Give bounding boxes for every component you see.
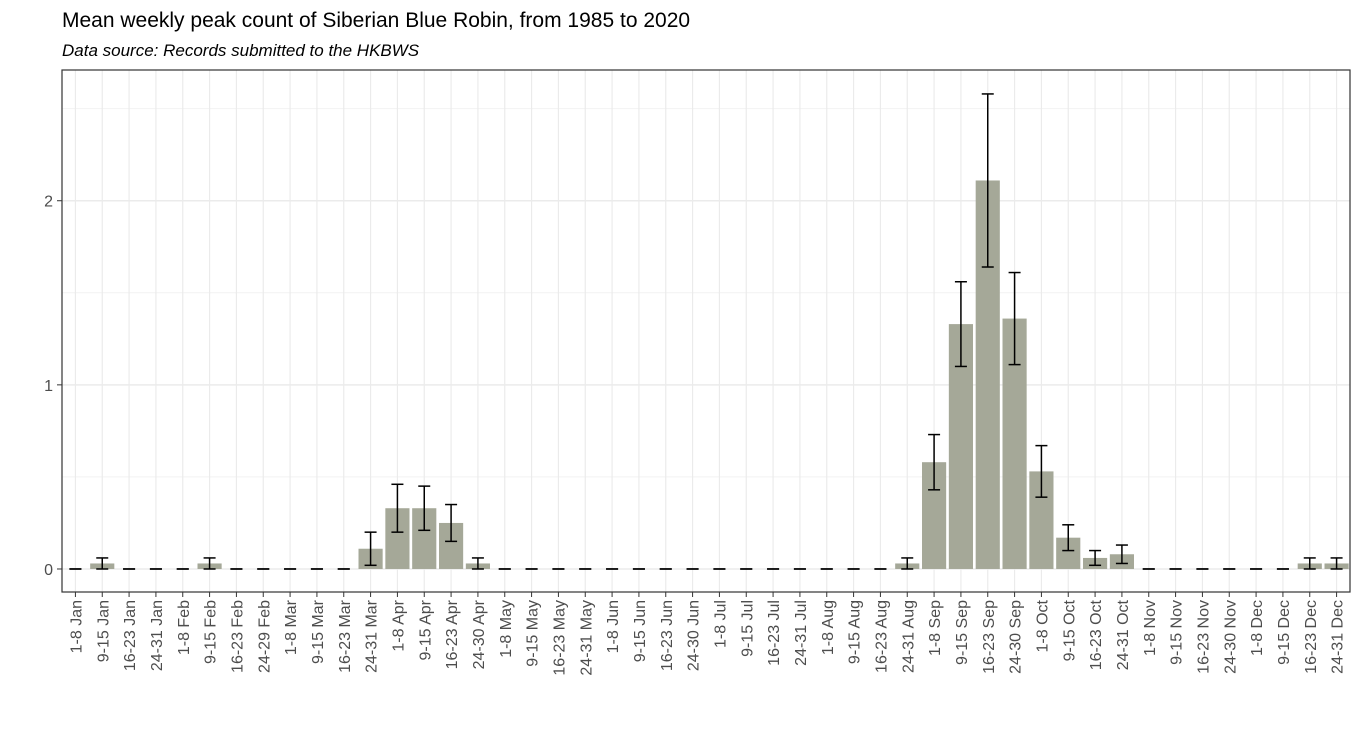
x-tick-label: 9-15 Jan xyxy=(95,600,112,662)
x-tick-label: 24-31 Oct xyxy=(1115,599,1132,670)
x-tick-label: 1-8 Jan xyxy=(68,600,85,653)
x-tick-label: 9-15 Nov xyxy=(1169,600,1186,665)
error-bar xyxy=(1330,557,1343,570)
error-bar xyxy=(445,503,458,543)
error-bar xyxy=(1008,271,1021,366)
error-bar xyxy=(928,433,941,491)
error-bar xyxy=(954,280,967,368)
x-tick-label: 9-15 Dec xyxy=(1276,600,1293,665)
x-tick-label: 16-23 Jun xyxy=(659,600,676,671)
x-tick-label: 16-23 Sep xyxy=(981,600,998,674)
x-tick-label: 16-23 Mar xyxy=(337,599,354,673)
x-tick-label: 24-30 Apr xyxy=(471,599,488,669)
x-tick-label: 16-23 Nov xyxy=(1195,600,1212,674)
x-tick-label: 9-15 Jun xyxy=(632,600,649,662)
error-bar xyxy=(1035,444,1048,498)
x-tick-label: 24-31 Jan xyxy=(149,600,166,671)
error-bar xyxy=(391,483,404,533)
x-tick-label: 16-23 Jul xyxy=(766,600,783,666)
error-bar xyxy=(981,93,994,268)
x-tick-label: 1-8 Apr xyxy=(390,599,407,651)
y-tick-label: 1 xyxy=(44,378,53,395)
x-tick-label: 9-15 Jul xyxy=(739,600,756,657)
x-tick-label: 9-15 Sep xyxy=(954,600,971,665)
x-tick-label: 1-8 Oct xyxy=(1034,599,1051,652)
x-tick-label: 16-23 Dec xyxy=(1303,600,1320,674)
x-tick-label: 16-23 Oct xyxy=(1088,599,1105,670)
error-bar xyxy=(471,557,484,570)
x-tick-label: 1-8 Aug xyxy=(820,600,837,655)
x-tick-label: 1-8 Jun xyxy=(605,600,622,653)
x-tick-label: 24-31 Mar xyxy=(364,599,381,673)
x-tick-label: 1-8 Feb xyxy=(176,600,193,655)
x-tick-label: 1-8 Jul xyxy=(712,600,729,648)
y-tick-label: 0 xyxy=(44,562,53,579)
x-tick-label: 24-31 Dec xyxy=(1330,600,1347,674)
x-tick-label: 1-8 Dec xyxy=(1249,600,1266,656)
x-tick-label: 16-23 Feb xyxy=(229,600,246,673)
x-tick-label: 24-30 Sep xyxy=(1008,600,1025,674)
x-tick-label: 24-31 Jul xyxy=(793,600,810,666)
error-bar xyxy=(1115,544,1128,565)
error-bar xyxy=(1303,557,1316,570)
x-tick-label: 24-31 Aug xyxy=(900,600,917,673)
y-tick-label: 2 xyxy=(44,194,53,211)
x-tick-label: 16-23 Aug xyxy=(873,600,890,673)
x-tick-label: 1-8 Sep xyxy=(927,600,944,656)
x-tick-label: 1-8 Nov xyxy=(1142,600,1159,656)
error-bar xyxy=(1089,549,1102,567)
x-tick-label: 24-29 Feb xyxy=(256,600,273,673)
error-bar xyxy=(1062,524,1075,552)
chart-title: Mean weekly peak count of Siberian Blue … xyxy=(62,9,690,32)
x-tick-label: 9-15 Apr xyxy=(417,599,434,660)
error-bar xyxy=(203,557,216,570)
x-tick-label: 9-15 Aug xyxy=(847,600,864,664)
x-tick-label: 9-15 Feb xyxy=(203,600,220,664)
x-tick-label: 24-30 Nov xyxy=(1222,600,1239,674)
x-tick-label: 16-23 Jan xyxy=(122,600,139,671)
error-bar xyxy=(96,557,109,570)
error-bar xyxy=(364,531,377,567)
x-tick-label: 24-30 Jun xyxy=(686,600,703,671)
x-tick-label: 1-8 Mar xyxy=(283,599,300,655)
error-bar xyxy=(901,557,914,570)
x-tick-label: 9-15 Mar xyxy=(310,599,327,664)
x-tick-label: 16-23 Apr xyxy=(444,599,461,669)
x-tick-label: 9-15 Oct xyxy=(1061,599,1078,661)
error-bar xyxy=(418,485,431,532)
x-tick-label: 24-31 May xyxy=(578,600,595,676)
x-tick-label: 16-23 May xyxy=(551,600,568,676)
panel-border xyxy=(61,69,1351,593)
x-tick-label: 1-8 May xyxy=(498,600,515,658)
x-tick-label: 9-15 May xyxy=(525,600,542,667)
chart-subtitle: Data source: Records submitted to the HK… xyxy=(62,41,420,60)
